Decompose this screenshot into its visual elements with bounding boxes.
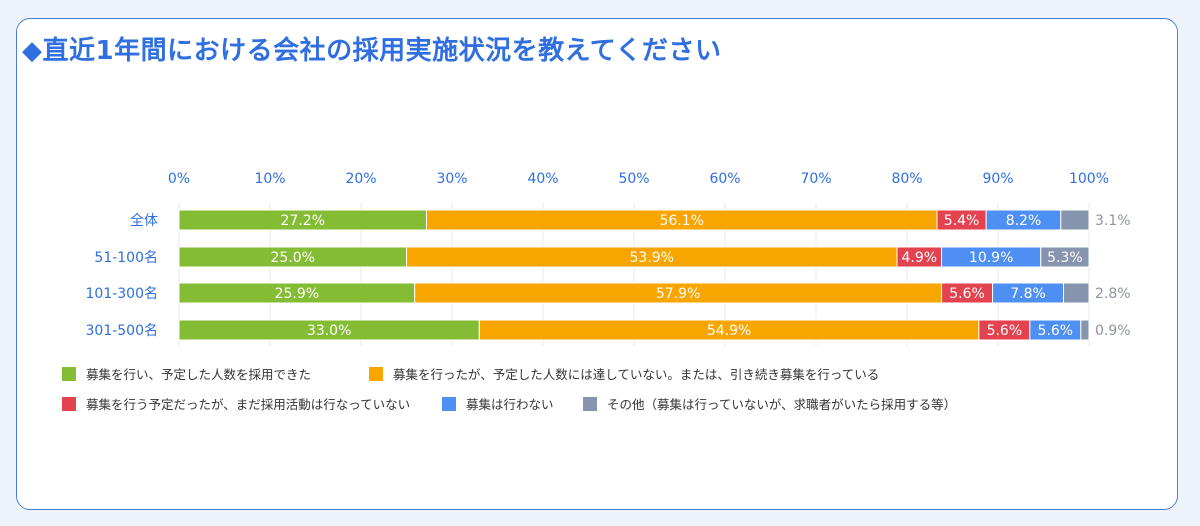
data-label: 25.9% [275, 286, 319, 302]
data-label: 56.1% [660, 213, 704, 229]
category-label: 全体 [130, 212, 158, 229]
data-label: 5.6% [949, 286, 985, 302]
x-tick-label: 50% [618, 171, 649, 187]
legend-item: その他（募集は行っていないが、求職者がいたら採用する等） [583, 394, 956, 413]
legend-item: 募集を行ったが、予定した人数には達していない。または、引き続き募集を行っている [369, 364, 879, 383]
data-label: 8.2% [1006, 213, 1042, 229]
legend-swatch [442, 396, 456, 411]
bar-segment [1040, 246, 1090, 268]
data-label: 5.6% [1038, 323, 1074, 339]
legend-label: 募集は行わない [466, 397, 554, 412]
category-label: 101-300名 [86, 286, 159, 302]
legend-swatch [369, 366, 383, 381]
category-label: 301-500名 [86, 323, 159, 339]
legend-label: 募集を行ったが、予定した人数には達していない。または、引き続き募集を行っている [393, 367, 880, 382]
x-tick-label: 80% [891, 171, 922, 187]
data-label: 5.6% [987, 323, 1023, 339]
x-tick-label: 30% [436, 171, 467, 187]
data-label: 3.1% [1095, 213, 1131, 229]
legend-swatch [62, 366, 76, 381]
legend-item: 募集を行い、予定した人数を採用できた [62, 364, 311, 383]
data-label: 54.9% [707, 323, 751, 339]
data-label: 33.0% [307, 323, 351, 339]
x-tick-label: 40% [527, 171, 558, 187]
legend-label: 募集を行い、予定した人数を採用できた [86, 367, 312, 382]
data-label: 5.4% [944, 213, 980, 229]
x-tick-label: 0% [168, 171, 190, 187]
data-label: 53.9% [630, 250, 674, 266]
data-label: 7.8% [1010, 286, 1046, 302]
bar-segment [1060, 209, 1090, 231]
legend-swatch [583, 396, 597, 411]
data-label: 5.3% [1047, 250, 1083, 266]
legend-item: 募集を行う予定だったが、まだ採用活動は行なっていない [62, 394, 410, 413]
x-tick-label: 20% [345, 171, 376, 187]
data-label: 27.2% [281, 213, 325, 229]
data-label: 10.9% [969, 250, 1013, 266]
legend-label: 募集を行う予定だったが、まだ採用活動は行なっていない [86, 397, 411, 412]
page-title: ◆直近1年間における会社の採用実施状況を教えてください [22, 36, 722, 66]
legend-item: 募集は行わない [442, 394, 554, 413]
bar-segment [1063, 282, 1090, 304]
legend-label: その他（募集は行っていないが、求職者がいたら採用する等） [607, 397, 957, 412]
bar-segment [1080, 319, 1090, 341]
category-label: 51-100名 [94, 250, 158, 266]
data-label: 4.9% [901, 250, 937, 266]
x-tick-label: 90% [982, 171, 1013, 187]
data-label: 25.0% [271, 250, 315, 266]
x-tick-label: 70% [800, 171, 831, 187]
x-tick-label: 100% [1069, 171, 1109, 187]
x-tick-label: 10% [254, 171, 285, 187]
x-tick-label: 60% [709, 171, 740, 187]
data-label: 0.9% [1095, 323, 1131, 339]
data-label: 57.9% [656, 286, 700, 302]
data-label: 2.8% [1095, 286, 1131, 302]
legend-swatch [62, 396, 76, 411]
